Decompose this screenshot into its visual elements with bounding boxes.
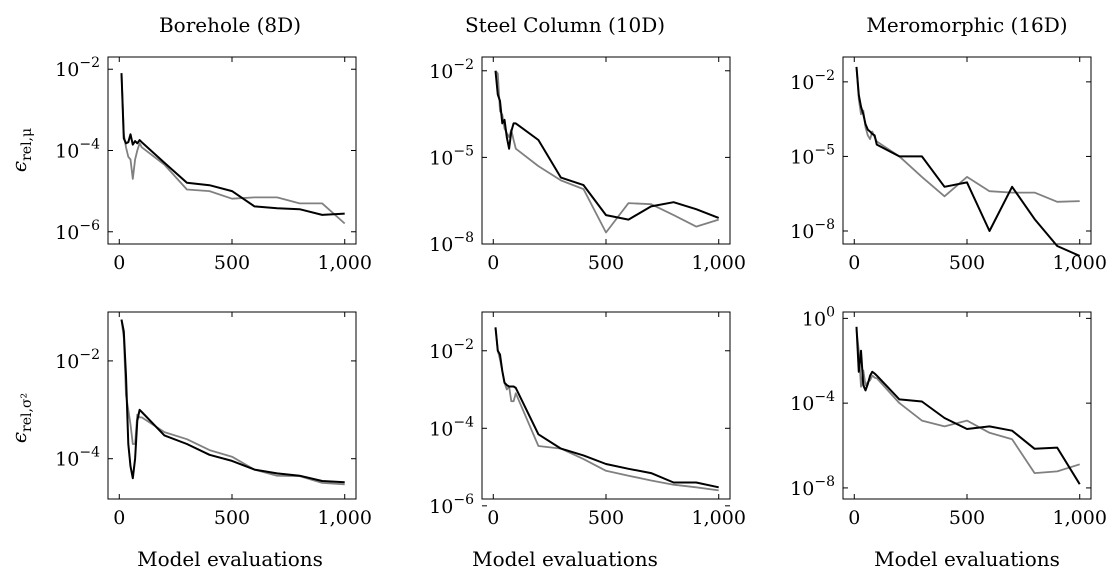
y-tick-label: 10−2	[55, 55, 100, 81]
column-title-steel-column: Steel Column (10D)	[465, 13, 665, 37]
x-tick-label: 0	[487, 252, 499, 274]
x-tick-label: 1,000	[692, 507, 746, 529]
x-tick-label: 0	[113, 252, 125, 274]
panel-1-0: 0 500 1,000 10−2 10−5 10−8	[429, 56, 746, 274]
y-tick-label: 10−2	[429, 57, 474, 83]
series-line-gray	[120, 73, 346, 225]
y-tick-label: 10−5	[790, 142, 835, 168]
x-axis-label-col2: Model evaluations	[472, 547, 658, 571]
y-tick-label: 10−4	[790, 389, 835, 415]
x-tick-label: 1,000	[318, 252, 372, 274]
svg-text:ϵrel,σ²: ϵrel,σ²	[7, 393, 35, 443]
y-tick-label: 10−8	[790, 474, 835, 500]
x-tick-label: 500	[949, 507, 985, 529]
y-tick-label: 10−8	[429, 230, 474, 256]
x-tick-label: 500	[949, 252, 985, 274]
x-tick-label: 500	[214, 252, 250, 274]
x-axis-label-col1: Model evaluations	[137, 547, 323, 571]
y-tick-label: 10−2	[790, 68, 835, 94]
plot-frame	[107, 311, 357, 500]
y-tick-label: 10−4	[429, 414, 474, 440]
y-tick-label: 10−2	[55, 347, 100, 373]
y-tick-label: 10−4	[55, 445, 100, 471]
x-tick-label: 500	[214, 507, 250, 529]
y-tick-label: 10−6	[55, 218, 100, 244]
x-tick-label: 1,000	[318, 507, 372, 529]
series-line-black	[494, 70, 720, 221]
panel-0-0: 0 500 1,000 10−2 10−4 10−6	[55, 55, 372, 274]
series-line-gray	[494, 70, 719, 234]
y-tick-label: 100	[802, 304, 835, 330]
y-tick-label: 10−4	[55, 137, 100, 163]
column-title-borehole: Borehole (8D)	[159, 13, 301, 37]
row-label-mean: ϵrel,μ	[7, 128, 35, 172]
x-tick-label: 0	[848, 252, 860, 274]
plot-frame	[842, 56, 1092, 245]
x-tick-label: 1,000	[692, 252, 746, 274]
x-tick-label: 0	[113, 507, 125, 529]
series-line-black	[855, 326, 1081, 485]
x-tick-label: 1,000	[1053, 507, 1106, 529]
y-tick-label: 10−8	[790, 217, 835, 243]
series-line-black	[494, 327, 719, 489]
y-tick-label: 10−2	[429, 337, 474, 363]
x-tick-label: 0	[487, 507, 499, 529]
row-label-variance: ϵrel,σ²	[7, 393, 35, 443]
x-axis-label-col3: Model evaluations	[874, 547, 1060, 571]
series-line-gray	[855, 66, 1080, 203]
panel-1-1: 0 500 1,000 10−2 10−4 10−6	[429, 311, 746, 529]
series-line-gray	[855, 329, 1080, 475]
series-line-gray	[120, 319, 345, 486]
x-tick-label: 500	[588, 252, 624, 274]
svg-text:ϵrel,μ: ϵrel,μ	[7, 128, 35, 172]
panels: 0 500 1,000 10−2 10−4 10−6 0 500 1,000 10−2 10−5 10…	[55, 55, 1106, 529]
y-tick-label: 10−5	[429, 143, 474, 169]
panel-2-0: 0 500 1,000 10−2 10−5 10−8	[790, 56, 1106, 274]
column-title-meromorphic: Meromorphic (16D)	[866, 13, 1067, 37]
y-tick-label: 10−6	[429, 492, 474, 518]
series-line-black	[120, 319, 345, 484]
series-line-gray	[494, 327, 719, 492]
x-tick-label: 0	[848, 507, 860, 529]
x-tick-label: 1,000	[1053, 252, 1106, 274]
panel-0-1: 0 500 1,000 10−2 10−4	[55, 311, 372, 529]
panel-2-1: 0 500 1,000 100 10−4 10−8	[790, 304, 1106, 529]
series-line-black	[855, 66, 1081, 257]
x-tick-label: 500	[588, 507, 624, 529]
series-line-black	[120, 73, 345, 216]
